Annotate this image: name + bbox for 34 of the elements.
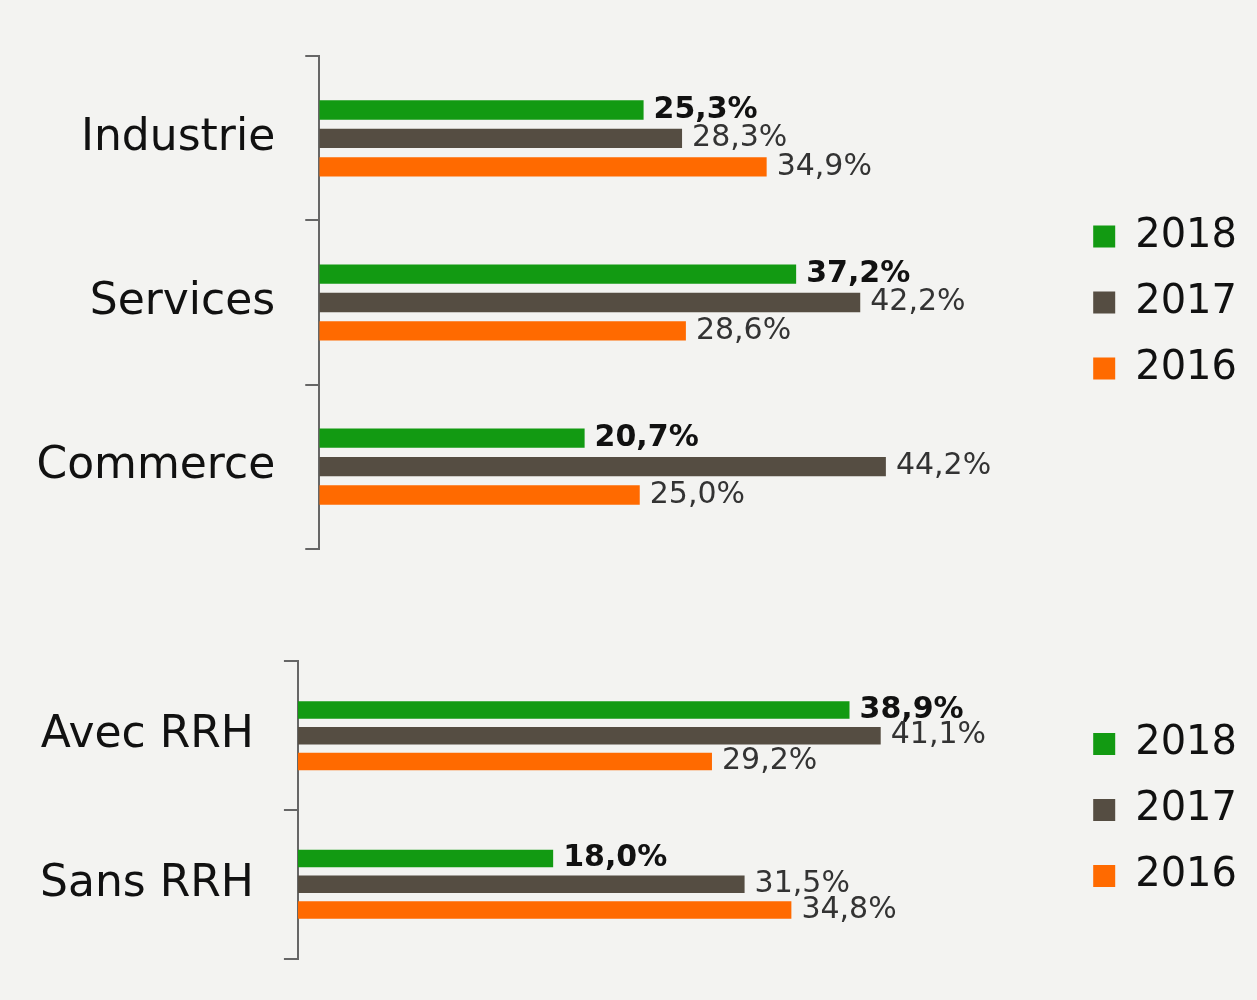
y-tick-label: Services [89, 272, 276, 324]
data-label: 25,0% [649, 474, 746, 510]
y-tick-label: Commerce [36, 437, 276, 488]
bar [319, 292, 861, 313]
data-label: 34,9% [776, 146, 872, 182]
bar [319, 428, 585, 448]
legend-label: 2016 [1135, 849, 1237, 896]
bar [319, 157, 767, 177]
y-tick-label: Avec RRH [40, 706, 254, 758]
bar [297, 726, 881, 745]
bar [297, 849, 554, 868]
bar [319, 100, 644, 120]
data-label: 29,2% [721, 741, 818, 777]
bar [319, 321, 686, 341]
bar [319, 485, 640, 505]
data-label: 20,7% [594, 417, 699, 453]
bar [297, 875, 745, 894]
bar [297, 901, 792, 919]
y-tick-label: Industrie [81, 108, 276, 160]
bar [297, 701, 850, 719]
legend-label: 2018 [1135, 717, 1237, 764]
data-label: 25,3% [653, 89, 758, 125]
legend-label: 2016 [1135, 341, 1237, 388]
y-tick-label: Sans RRH [40, 854, 254, 906]
data-label: 28,6% [695, 310, 792, 346]
bar [319, 264, 797, 284]
legend-label: 2018 [1135, 209, 1237, 256]
data-label: 44,2% [895, 446, 992, 482]
bar [319, 456, 886, 477]
legend-label: 2017 [1135, 783, 1237, 830]
data-label: 18,0% [563, 838, 668, 874]
bar [319, 128, 683, 149]
bar [297, 752, 712, 771]
legend-label: 2017 [1135, 275, 1237, 322]
